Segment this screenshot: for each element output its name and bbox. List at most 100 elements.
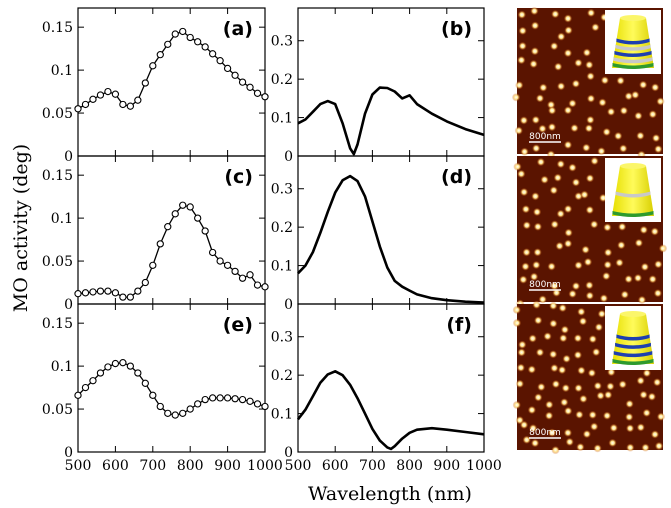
particle <box>560 398 569 407</box>
particle <box>560 325 570 334</box>
particle <box>602 271 611 281</box>
particle <box>574 261 583 270</box>
data-point <box>81 100 90 109</box>
data-point <box>81 383 90 392</box>
data-point <box>141 379 149 387</box>
panel-b: 0 0.1 0.2 0.3 (b) <box>271 7 485 165</box>
data-point <box>208 248 217 257</box>
afm-image-middle: 800nm <box>513 156 668 308</box>
data-point <box>74 391 82 399</box>
data-point <box>179 201 187 209</box>
data-point <box>81 289 90 297</box>
particle <box>512 400 521 410</box>
panel-c: 0 0.05 0.1 0.15 (c) <box>42 155 269 313</box>
particle <box>511 93 521 102</box>
particle <box>517 348 526 357</box>
particle <box>593 381 602 391</box>
particle <box>532 207 542 217</box>
particle <box>608 438 617 448</box>
cone-layer-gray <box>613 57 653 64</box>
particle <box>587 368 597 378</box>
data-point <box>238 274 247 282</box>
x-tick-label: 1000 <box>247 458 283 474</box>
data-point <box>179 409 187 418</box>
data-point <box>134 369 142 377</box>
particle <box>585 60 594 70</box>
particle <box>519 275 528 284</box>
data-point <box>246 83 254 91</box>
data-point <box>156 51 164 59</box>
data-point <box>156 402 164 411</box>
y-tick-label: 0.1 <box>271 259 293 275</box>
particle <box>517 55 526 65</box>
particle <box>618 380 627 389</box>
scale-bar-label: 800nm <box>529 280 561 290</box>
data-point <box>89 288 97 296</box>
particle <box>586 8 596 18</box>
particle <box>577 307 586 316</box>
particle <box>535 348 545 357</box>
cone-layer-blue <box>615 342 651 349</box>
data-point <box>141 79 149 87</box>
panel-label: (d) <box>441 166 472 188</box>
x-tick-label: 600 <box>102 458 129 474</box>
x-tick-label: 500 <box>285 458 312 474</box>
particle <box>598 98 607 107</box>
particle <box>640 262 650 272</box>
data-point <box>89 377 97 385</box>
particle <box>563 106 573 115</box>
data-point <box>149 62 157 70</box>
particle <box>521 205 531 214</box>
particle <box>634 238 644 248</box>
y-tick-label: 0.3 <box>271 330 293 346</box>
cone-top <box>620 311 646 317</box>
particle <box>514 126 523 135</box>
particle <box>647 392 657 401</box>
data-point <box>201 227 209 235</box>
particle <box>618 222 627 231</box>
data-point <box>104 287 112 295</box>
particle <box>656 97 665 106</box>
particle <box>563 14 573 23</box>
y-tick-label: 0.15 <box>42 316 73 332</box>
cone-layer-green <box>612 63 654 69</box>
data-point <box>253 281 262 289</box>
particle <box>656 412 666 421</box>
particle <box>520 147 529 156</box>
particle <box>568 289 577 299</box>
particle <box>636 423 645 432</box>
particle <box>563 239 573 248</box>
data-point <box>119 293 127 301</box>
particle <box>648 275 657 284</box>
particle <box>531 115 540 125</box>
particle <box>557 365 567 375</box>
data-point <box>223 64 232 73</box>
particle <box>544 411 554 420</box>
particle <box>550 42 559 51</box>
particle <box>651 83 660 92</box>
data-point <box>74 290 82 298</box>
plots-area: 00.050.10.15 (a)00.10.20.3(b)00.050.10.15… <box>42 7 502 474</box>
y-tick-label: 0 <box>284 445 293 461</box>
data-point <box>238 395 247 404</box>
particle <box>518 41 527 51</box>
particle <box>597 147 606 156</box>
scale-bar-label: 800nm <box>529 132 561 142</box>
particle <box>528 334 537 343</box>
y-tick-label: 0.05 <box>42 254 73 270</box>
data-point <box>141 278 149 287</box>
data-point <box>111 90 120 98</box>
particle <box>631 90 640 100</box>
y-tick-label: 0.15 <box>42 168 73 184</box>
particle <box>571 79 581 88</box>
particle <box>658 244 668 253</box>
particle <box>639 80 648 90</box>
series-line <box>297 174 485 304</box>
panel-label: (c) <box>224 166 253 188</box>
particle <box>535 94 545 103</box>
data-point <box>216 394 224 402</box>
particle <box>530 21 540 30</box>
data-point <box>164 223 172 231</box>
cone-layer-blue <box>616 334 650 341</box>
particle <box>624 274 633 284</box>
